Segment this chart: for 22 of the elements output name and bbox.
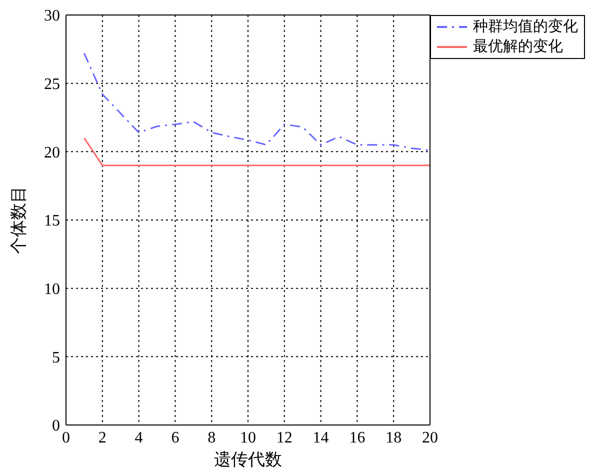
y-tick-label: 15 [44,212,60,230]
x-tick-label: 12 [276,429,292,446]
x-tick-label: 14 [312,429,329,446]
y-tick-label: 0 [52,418,60,435]
legend-label: 种群均值的变化 [473,18,578,37]
line-series [83,52,430,152]
y-tick-label: 10 [44,281,60,298]
y-axis-title: 个体数目 [9,186,28,254]
legend-label: 最优解的变化 [473,38,563,57]
y-tick-label: 25 [44,76,60,94]
x-tick-label: 16 [349,429,366,446]
x-tick-label: 2 [98,429,106,446]
y-tick-label: 30 [44,8,60,25]
x-tick-label: 4 [134,429,143,446]
x-tick-label: 6 [171,429,180,446]
y-tick-label: 5 [52,349,60,366]
x-axis-title: 遗传代数 [214,450,282,469]
x-tick-label: 8 [208,429,216,446]
x-tick-label: 10 [240,429,256,446]
x-tick-label: 20 [422,429,438,446]
y-tick-label: 20 [44,144,60,162]
x-tick-label: 18 [386,429,402,446]
